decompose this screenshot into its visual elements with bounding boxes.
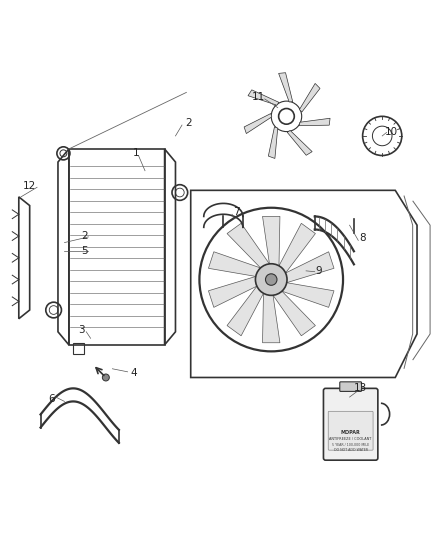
Text: 11: 11 (251, 92, 265, 102)
Polygon shape (276, 223, 315, 276)
Polygon shape (271, 287, 315, 336)
Text: 8: 8 (359, 233, 366, 243)
Text: DO NOT ADD WATER: DO NOT ADD WATER (334, 448, 367, 452)
Text: 13: 13 (354, 383, 367, 393)
FancyBboxPatch shape (328, 411, 373, 450)
Text: 5: 5 (81, 246, 88, 256)
Polygon shape (300, 118, 330, 126)
Polygon shape (227, 223, 272, 272)
Polygon shape (287, 131, 312, 155)
Circle shape (102, 374, 110, 381)
Text: 5 YEAR / 100,000 MILE: 5 YEAR / 100,000 MILE (332, 442, 369, 447)
Polygon shape (279, 282, 334, 308)
Polygon shape (300, 84, 320, 112)
Text: 2: 2 (185, 118, 192, 128)
Text: 4: 4 (131, 368, 138, 378)
Text: 10: 10 (385, 126, 397, 136)
Polygon shape (262, 290, 280, 343)
Text: 9: 9 (316, 266, 322, 276)
Polygon shape (208, 276, 262, 308)
Polygon shape (281, 252, 334, 284)
Polygon shape (244, 114, 272, 134)
Text: 1: 1 (133, 148, 140, 158)
Text: 7: 7 (233, 207, 240, 217)
Polygon shape (262, 216, 280, 269)
Text: ANTIFREEZE / COOLANT: ANTIFREEZE / COOLANT (329, 437, 372, 441)
Text: 6: 6 (48, 394, 55, 404)
Circle shape (265, 274, 277, 285)
Text: 12: 12 (23, 181, 36, 191)
Text: 2: 2 (81, 231, 88, 241)
Polygon shape (227, 284, 266, 336)
Text: 3: 3 (78, 325, 85, 335)
FancyBboxPatch shape (323, 389, 378, 460)
Polygon shape (268, 127, 278, 158)
Text: MOPAR: MOPAR (341, 430, 360, 435)
Polygon shape (248, 90, 279, 105)
Polygon shape (208, 252, 264, 277)
Polygon shape (279, 72, 293, 102)
FancyBboxPatch shape (340, 382, 361, 391)
Circle shape (255, 264, 287, 295)
